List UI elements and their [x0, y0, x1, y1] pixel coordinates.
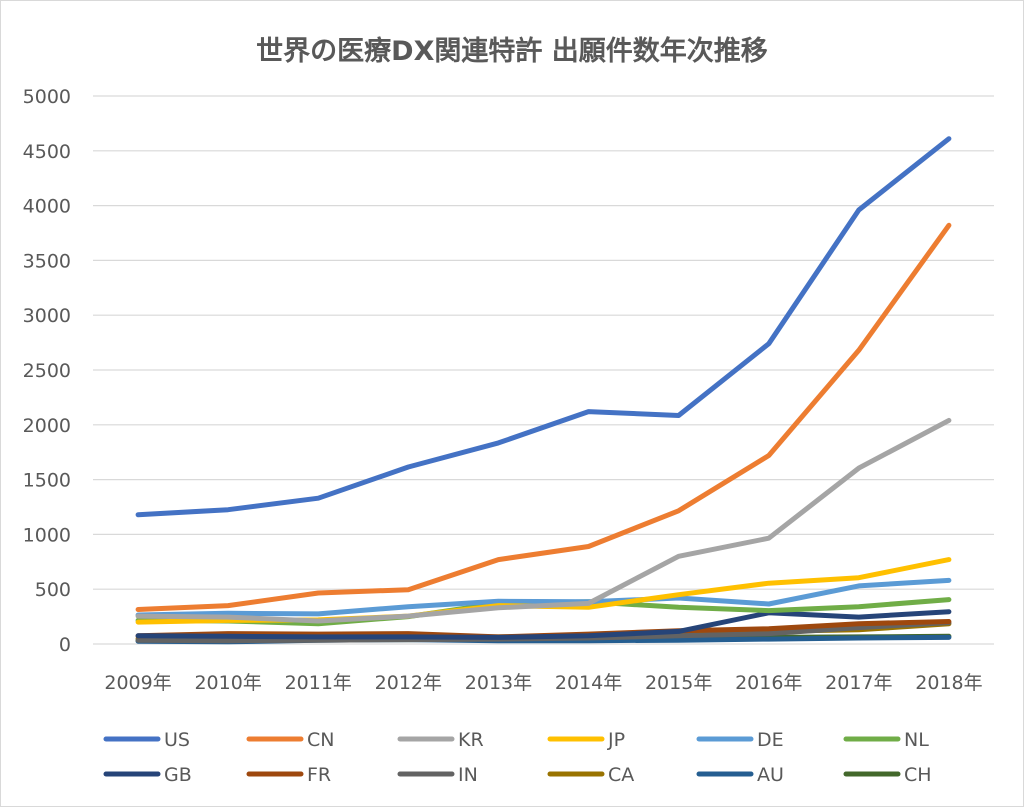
x-tick-label: 2017年: [825, 672, 892, 694]
legend-label-au: AU: [757, 764, 784, 786]
y-axis-ticks: 0 500 1000 1500 2000 2500 3000 3500 4000 4500 5000: [23, 86, 71, 656]
y-tick-label: 5000: [23, 86, 71, 108]
x-tick-label: 2012年: [375, 672, 442, 694]
legend: US CN KR JP DE NL GB FR IN CA AU CH: [103, 729, 932, 786]
y-tick-label: 1000: [23, 524, 71, 546]
x-tick-label: 2009年: [104, 672, 171, 694]
y-tick-label: 0: [59, 634, 71, 656]
x-tick-label: 2011年: [285, 672, 352, 694]
legend-label-nl: NL: [904, 729, 929, 751]
y-tick-label: 500: [35, 579, 71, 601]
series-line-us: [135, 136, 952, 518]
legend-label-ca: CA: [608, 764, 634, 786]
legend-label-kr: KR: [458, 729, 484, 751]
legend-label-ch: CH: [904, 764, 932, 786]
x-tick-label: 2016年: [735, 672, 802, 694]
legend-label-fr: FR: [307, 764, 331, 786]
series-line-kr: [135, 417, 952, 624]
legend-label-gb: GB: [164, 764, 192, 786]
x-tick-label: 2018年: [915, 672, 982, 694]
x-axis-ticks: 2009年 2010年 2011年 2012年 2013年 2014年 2015年 2016年…: [104, 672, 982, 694]
legend-label-us: US: [164, 729, 190, 751]
x-tick-label: 2010年: [194, 672, 261, 694]
series-line-cn: [135, 222, 952, 612]
legend-label-cn: CN: [307, 729, 334, 751]
x-tick-label: 2014年: [555, 672, 622, 694]
series-line-gb: [135, 609, 952, 640]
y-tick-label: 4000: [23, 196, 71, 218]
y-tick-label: 1500: [23, 470, 71, 492]
gridlines: [93, 95, 994, 645]
legend-label-in: IN: [458, 764, 478, 786]
x-tick-label: 2013年: [465, 672, 532, 694]
legend-label-de: DE: [757, 729, 784, 751]
y-tick-label: 3000: [23, 305, 71, 327]
series-lines: [135, 136, 952, 645]
y-tick-label: 2500: [23, 360, 71, 382]
y-tick-label: 4500: [23, 141, 71, 163]
y-tick-label: 3500: [23, 250, 71, 272]
y-tick-label: 2000: [23, 415, 71, 437]
x-tick-label: 2015年: [645, 672, 712, 694]
series-line-de: [135, 577, 952, 618]
chart-title: 世界の医療DX関連特許 出願件数年次推移: [256, 36, 768, 67]
legend-label-jp: JP: [607, 729, 625, 751]
